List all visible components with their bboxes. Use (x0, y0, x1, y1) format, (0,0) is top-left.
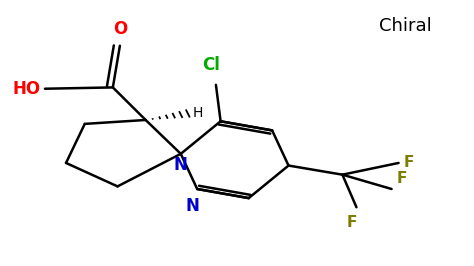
Text: F: F (403, 155, 414, 171)
Text: F: F (346, 215, 357, 230)
Text: Cl: Cl (202, 56, 220, 74)
Text: F: F (396, 171, 407, 186)
Text: H: H (192, 106, 203, 120)
Text: Chiral: Chiral (379, 17, 432, 35)
Text: HO: HO (12, 80, 40, 98)
Text: O: O (113, 20, 127, 38)
Text: N: N (174, 156, 188, 174)
Text: N: N (185, 197, 200, 215)
